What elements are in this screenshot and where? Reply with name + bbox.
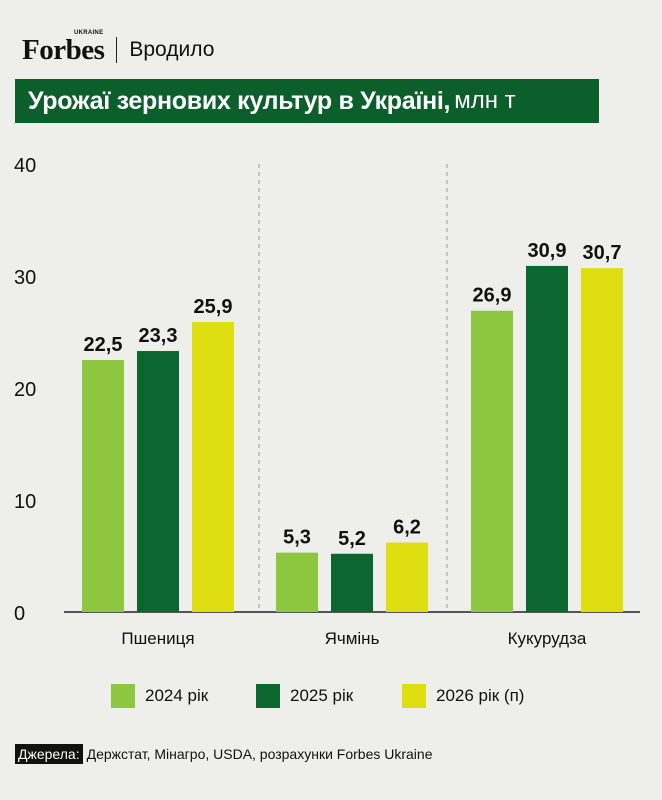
- y-tick-label: 0: [14, 603, 25, 625]
- y-tick-label: 30: [14, 267, 36, 289]
- logo-subtext: UKRAINE: [73, 29, 104, 36]
- bar: [192, 321, 234, 612]
- y-tick-label: 20: [14, 379, 36, 401]
- legend-item-2024: 2024 рік: [111, 684, 208, 708]
- source-label: Джерела:: [15, 744, 83, 764]
- legend-label-2024: 2024 рік: [145, 686, 209, 705]
- bar: [137, 351, 179, 612]
- bar-value-label: 22,5: [84, 334, 123, 356]
- legend-swatch-2024: [111, 684, 135, 708]
- chart-unit: млн т: [454, 87, 516, 114]
- x-tick-label: Кукурудза: [508, 629, 587, 648]
- x-tick-label: Пшениця: [121, 629, 194, 648]
- bar-value-label: 5,3: [283, 527, 311, 549]
- bar-value-label: 30,9: [528, 240, 567, 262]
- bar: [386, 542, 428, 612]
- bar: [471, 310, 513, 612]
- forbes-logo: Forbes UKRAINE: [22, 30, 105, 66]
- section-name: Вродило: [129, 38, 215, 61]
- bar: [276, 552, 318, 612]
- chart-title: Урожаї зернових культур в Україні,: [28, 86, 451, 115]
- legend-label-2025: 2025 рік: [290, 686, 354, 705]
- y-tick-label: 40: [14, 155, 36, 177]
- bar-value-label: 5,2: [338, 528, 366, 550]
- bar: [331, 553, 373, 612]
- legend-item-2026: 2026 рік (п): [402, 684, 524, 708]
- bar-value-label: 25,9: [194, 296, 233, 318]
- bar: [82, 360, 124, 612]
- bar-value-label: 23,3: [139, 325, 178, 347]
- bar-value-label: 30,7: [583, 242, 622, 264]
- y-tick-label: 10: [14, 491, 36, 513]
- bar: [581, 268, 623, 612]
- brand-row: Forbes UKRAINE Вродило: [22, 30, 214, 70]
- bar-value-label: 26,9: [473, 285, 512, 307]
- source-note: Джерела: Держстат, Мінагро, USDA, розрах…: [15, 744, 433, 764]
- legend-swatch-2026: [402, 684, 426, 708]
- chart-legend: 2024 рік 2025 рік 2026 рік (п): [0, 684, 662, 710]
- legend-swatch-2025: [256, 684, 280, 708]
- legend-label-2026: 2026 рік (п): [436, 686, 525, 705]
- brand-divider: [116, 37, 118, 63]
- bar: [526, 265, 568, 612]
- x-tick-label: Ячмінь: [325, 629, 380, 648]
- bar-value-label: 6,2: [393, 517, 421, 539]
- source-text: Держстат, Мінагро, USDA, розрахунки Forb…: [86, 746, 433, 762]
- logo-text: Forbes: [22, 33, 105, 66]
- chart-title-bar: Урожаї зернових культур в Україні, млн т: [15, 79, 599, 123]
- legend-item-2025: 2025 рік: [256, 684, 353, 708]
